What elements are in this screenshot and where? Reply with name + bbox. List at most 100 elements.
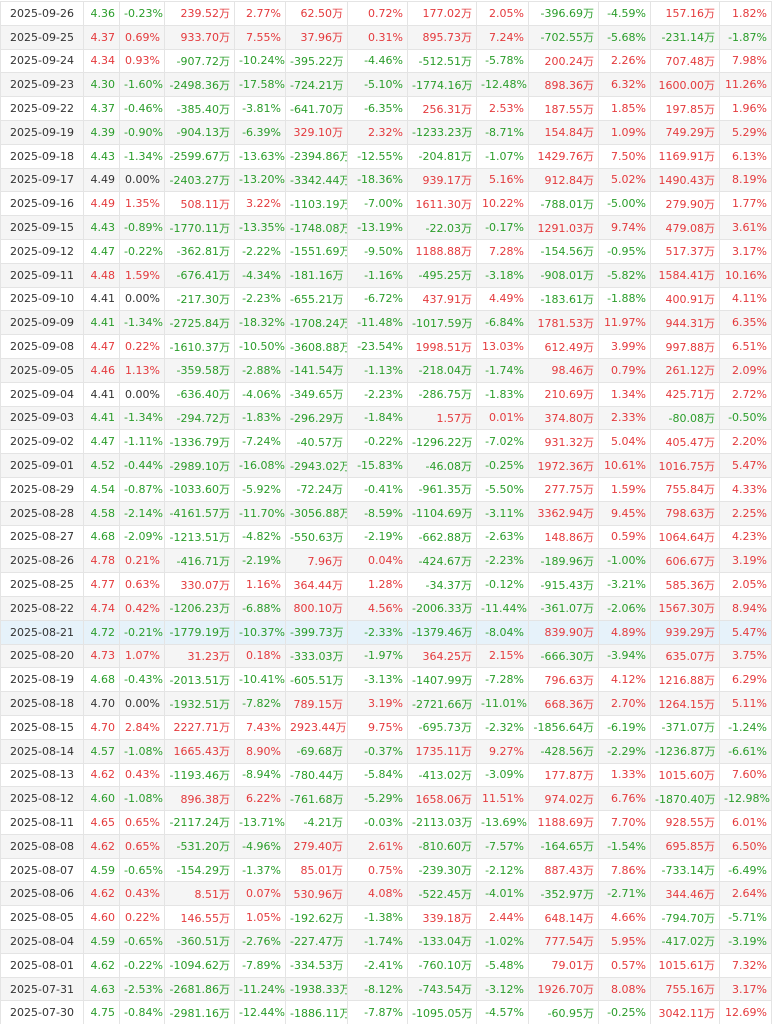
value-cell: -1.02%	[476, 929, 529, 954]
value-cell: -7.87%	[347, 1000, 408, 1024]
value-cell: -164.65万	[528, 833, 599, 859]
value-cell: 4.34	[83, 48, 120, 74]
value-cell: -2.14%	[119, 500, 165, 526]
value-cell: 7.28%	[476, 238, 529, 264]
value-cell: -1.24%	[719, 714, 772, 740]
value-cell: -2599.67万	[164, 143, 235, 169]
value-cell: -189.96万	[528, 548, 599, 574]
value-cell: -0.44%	[119, 453, 165, 478]
value-cell: 0.75%	[347, 857, 408, 883]
value-cell: -495.25万	[407, 262, 477, 288]
value-cell: 4.41	[83, 381, 120, 407]
table-row: 2025-09-17 4.49 0.00% -2403.27万 -13.20% -3342…	[0, 167, 772, 193]
value-cell: 928.55万	[650, 810, 720, 835]
value-cell: 239.52万	[164, 1, 235, 26]
value-cell: 6.76%	[598, 786, 651, 812]
value-cell: -4.57%	[476, 1000, 529, 1024]
value-cell: -522.45万	[407, 881, 477, 907]
value-cell: -1.34%	[119, 310, 165, 336]
value-cell: -0.87%	[119, 476, 165, 502]
value-cell: -417.02万	[650, 929, 720, 954]
value-cell: 4.54	[83, 476, 120, 502]
value-cell: 0.21%	[119, 548, 165, 574]
value-cell: 11.26%	[719, 72, 772, 98]
value-cell: -1.07%	[476, 143, 529, 169]
value-cell: -2681.86万	[164, 976, 235, 1002]
value-cell: -10.50%	[234, 334, 286, 359]
value-cell: -80.08万	[650, 405, 720, 431]
value-cell: 4.30	[83, 72, 120, 98]
table-row: 2025-09-04 4.41 0.00% -636.40万 -4.06% -349.65…	[0, 381, 772, 407]
value-cell: 4.77	[83, 572, 120, 597]
value-cell: 11.51%	[476, 786, 529, 812]
value-cell: 177.02万	[407, 1, 477, 26]
table-row: 2025-08-11 4.65 0.65% -2117.24万 -13.71% -4.21…	[0, 810, 772, 835]
date-cell: 2025-08-04	[0, 929, 84, 954]
value-cell: 4.72	[83, 619, 120, 645]
value-cell: 4.39	[83, 119, 120, 145]
value-cell: 4.49	[83, 191, 120, 217]
value-cell: 4.36	[83, 1, 120, 26]
value-cell: 933.70万	[164, 24, 235, 50]
table-row: 2025-09-22 4.37 -0.46% -385.40万 -3.81% -641.7…	[0, 96, 772, 121]
value-cell: -0.22%	[119, 952, 165, 978]
date-cell: 2025-08-13	[0, 762, 84, 788]
value-cell: 789.15万	[285, 691, 348, 716]
value-cell: -3.09%	[476, 762, 529, 788]
value-cell: 777.54万	[528, 929, 599, 954]
value-cell: -154.29万	[164, 857, 235, 883]
value-cell: -1407.99万	[407, 667, 477, 693]
value-cell: -743.54万	[407, 976, 477, 1002]
value-cell: 9.74%	[598, 215, 651, 240]
value-cell: -788.01万	[528, 191, 599, 217]
value-cell: -385.40万	[164, 96, 235, 121]
value-cell: 157.16万	[650, 1, 720, 26]
value-cell: -4.21万	[285, 810, 348, 835]
value-cell: 85.01万	[285, 857, 348, 883]
value-cell: -2.33%	[347, 619, 408, 645]
value-cell: -0.21%	[119, 619, 165, 645]
date-cell: 2025-09-08	[0, 334, 84, 359]
value-cell: 0.43%	[119, 762, 165, 788]
value-cell: -2113.03万	[407, 810, 477, 835]
date-cell: 2025-08-01	[0, 952, 84, 978]
value-cell: 1264.15万	[650, 691, 720, 716]
value-cell: 896.38万	[164, 786, 235, 812]
table-row: 2025-09-11 4.48 1.59% -676.41万 -4.34% -181.16…	[0, 262, 772, 288]
value-cell: -10.41%	[234, 667, 286, 693]
value-cell: -12.44%	[234, 1000, 286, 1024]
table-row: 2025-09-01 4.52 -0.44% -2989.10万 -16.08% -294…	[0, 453, 772, 478]
value-cell: 13.03%	[476, 334, 529, 359]
value-cell: -227.47万	[285, 929, 348, 954]
value-cell: 7.55%	[234, 24, 286, 50]
value-cell: 4.47	[83, 334, 120, 359]
value-cell: -416.71万	[164, 548, 235, 574]
value-cell: -2.23%	[234, 286, 286, 312]
date-cell: 2025-09-05	[0, 357, 84, 383]
value-cell: 2.33%	[598, 405, 651, 431]
value-cell: -0.12%	[476, 572, 529, 597]
value-cell: 4.12%	[598, 667, 651, 693]
value-cell: -11.70%	[234, 500, 286, 526]
value-cell: 4.23%	[719, 524, 772, 550]
value-cell: 931.32万	[528, 429, 599, 455]
value-cell: 4.49	[83, 167, 120, 193]
value-cell: -6.35%	[347, 96, 408, 121]
value-cell: 329.10万	[285, 119, 348, 145]
value-cell: -333.03万	[285, 643, 348, 669]
date-cell: 2025-09-19	[0, 119, 84, 145]
date-cell: 2025-09-25	[0, 24, 84, 50]
value-cell: 1.05%	[234, 905, 286, 931]
value-cell: -5.48%	[476, 952, 529, 978]
value-cell: 7.60%	[719, 762, 772, 788]
value-cell: -239.30万	[407, 857, 477, 883]
value-cell: -1.84%	[347, 405, 408, 431]
value-cell: -8.59%	[347, 500, 408, 526]
value-cell: 2.44%	[476, 905, 529, 931]
value-cell: 3042.11万	[650, 1000, 720, 1024]
value-cell: -2006.33万	[407, 595, 477, 621]
value-cell: 4.47	[83, 429, 120, 455]
table-row: 2025-08-27 4.68 -2.09% -1213.51万 -4.82% -550.…	[0, 524, 772, 550]
value-cell: 2.84%	[119, 714, 165, 740]
